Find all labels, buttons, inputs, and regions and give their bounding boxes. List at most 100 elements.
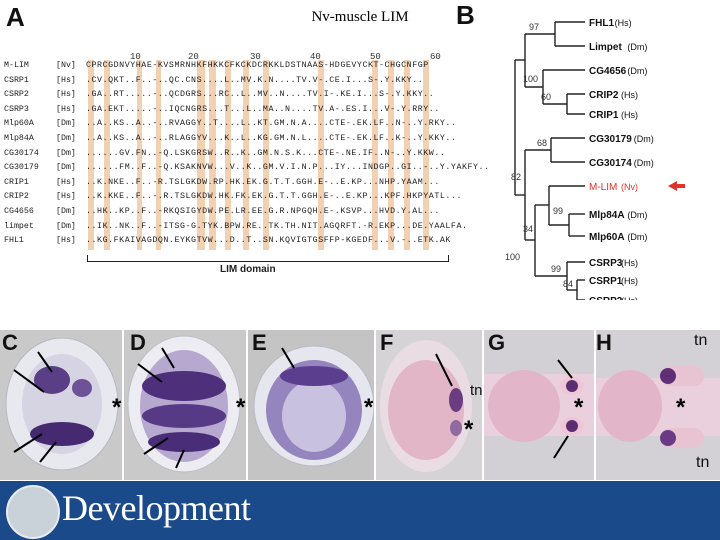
tree-taxon-label: CRIP2	[589, 90, 619, 101]
conserved-column	[104, 60, 110, 250]
tree-taxon-label: Mlp60A	[589, 232, 625, 243]
highlight-arrow-icon	[668, 181, 685, 191]
tree-taxon-species: (Dm)	[634, 134, 654, 144]
asterisk-marker: *	[236, 394, 246, 421]
sequence-name: CRIP2	[4, 192, 29, 202]
sequence-name: CSRP3	[4, 104, 29, 114]
conserved-column	[137, 60, 142, 250]
conserved-column	[423, 60, 429, 250]
sequence-name: CSRP2	[4, 90, 29, 100]
tree-taxon-species: (Hs)	[621, 296, 638, 300]
tree-taxon-label: CG4656	[589, 66, 627, 77]
tree-taxon-species: (Hs)	[615, 18, 632, 28]
embryo-photo-f: F tn *	[376, 330, 482, 480]
tree-taxon-label: M-LIM	[589, 182, 617, 193]
sequence-species: [Dm]	[56, 207, 76, 216]
lim-domain-label: LIM domain	[220, 264, 276, 275]
sequence-species: [Hs]	[56, 104, 76, 114]
embryo-photo-g: G *	[484, 330, 594, 480]
panel-letter-c: C	[2, 330, 18, 355]
ruler-tick: 50	[370, 52, 381, 62]
sequence-name: CRIP1	[4, 177, 29, 187]
sequence-name: CG30179	[4, 163, 39, 173]
ruler-tick: 30	[250, 52, 261, 62]
asterisk-marker: *	[574, 394, 584, 421]
tree-taxon-label: CSRP3	[589, 258, 623, 269]
tree-taxon-species: (Hs)	[621, 258, 638, 268]
panel-letter-e: E	[252, 330, 267, 355]
sequence-species: [Dm]	[56, 119, 76, 129]
ruler-tick: 60	[430, 52, 441, 62]
bootstrap-value: 100	[505, 252, 520, 262]
embryo-photo-d: D *	[124, 330, 246, 480]
tree-taxon-label: CG30174	[589, 158, 632, 169]
panel-letter-g: G	[488, 330, 506, 355]
ruler-tick: 40	[310, 52, 321, 62]
sequence-residues: ..A..KS..A..-..RLAGGYV...K..L..KG.GM.N.L…	[86, 134, 457, 143]
sequence-residues: ..A..KS..A..-..RVAGGY..T....L..KT.GM.N.A…	[86, 119, 457, 129]
tree-taxon-label: CSRP1	[589, 276, 623, 287]
slide-title: Nv-muscle LIM	[311, 9, 409, 25]
conserved-column	[263, 60, 269, 250]
sequence-species: [Dm]	[56, 163, 76, 173]
journal-footer: Development	[0, 481, 720, 540]
journal-brand: Development	[62, 488, 251, 528]
sequence-residues: .GA.EKT.....-..IQCNGRS...T...L..MA..N...…	[86, 104, 440, 114]
sequence-name: M-LIM	[4, 61, 29, 70]
bootstrap-value: 68	[537, 138, 547, 148]
asterisk-marker: *	[364, 394, 374, 421]
tree-taxon-species: (Dm)	[627, 232, 647, 242]
bootstrap-value: 99	[553, 206, 563, 216]
conserved-column	[243, 60, 249, 250]
sequence-alignment: M-LIM [Nv] CPRCGDNVYHAE-KVSMRNHKFHKKCFKCKD…	[4, 60, 489, 250]
bootstrap-value: 100	[523, 74, 538, 84]
sequence-residues: .GA..RT.....-..QCDGRS...RC..L..MV..N....…	[86, 90, 435, 100]
sequence-name: CG30174	[4, 148, 39, 158]
conserved-column	[209, 60, 216, 250]
tree-taxon-species: (Hs)	[621, 110, 638, 120]
tree-taxon-label: Limpet	[589, 42, 622, 53]
conserved-column	[156, 60, 161, 250]
conserved-column	[225, 60, 231, 250]
panel-letter-b: B	[456, 0, 475, 30]
conserved-column	[388, 60, 394, 250]
conserved-column	[372, 60, 378, 250]
sequence-species: [Dm]	[56, 148, 76, 158]
ruler-tick: 10	[130, 52, 141, 62]
sequence-residues: ..K.KKE..F..-.R.TSLGKDW.HK.FK.EK.G.T.T.G…	[86, 192, 462, 202]
asterisk-marker: *	[112, 394, 122, 421]
sequence-species: [Hs]	[56, 75, 76, 85]
sequence-name: limpet	[4, 221, 34, 231]
conserved-column	[404, 60, 410, 250]
embryo-photo-h: H tn tn *	[596, 330, 720, 480]
sequence-species: [Hs]	[56, 236, 76, 246]
tree-taxon-label: FHL1	[589, 18, 614, 29]
asterisk-marker: *	[676, 394, 686, 421]
bootstrap-value: 82	[511, 172, 521, 182]
tn-label: tn	[470, 382, 482, 399]
tn-label: tn	[696, 454, 710, 471]
tree-taxon-label: Mlp84A	[589, 210, 625, 221]
conserved-column	[88, 60, 94, 250]
sequence-name: CSRP1	[4, 75, 29, 85]
tree-taxon-species: (Dm)	[627, 42, 647, 52]
sequence-name: FHL1	[4, 236, 24, 246]
sequence-name: Mlp84A	[4, 134, 34, 143]
embryo-photo-e: E *	[248, 330, 374, 480]
panel-letter-f: F	[380, 330, 394, 355]
panel-letter-d: D	[130, 330, 146, 355]
sequence-species: [Hs]	[56, 177, 76, 187]
sequence-residues: ..KG.FKAIVAGDQN.EYKGTVW...D..T..SN.KQVIG…	[86, 236, 451, 246]
bootstrap-value: 97	[529, 22, 539, 32]
panel-letter-a: A	[6, 2, 25, 32]
sequence-residues: CPRCGDNVYHAE-KVSMRNHKFHKKCFKCKDCRKKLDSTN…	[86, 61, 429, 70]
bootstrap-value: 84	[563, 279, 573, 289]
sequence-name: Mlp60A	[4, 119, 34, 129]
sequence-species: [Dm]	[56, 134, 76, 143]
bootstrap-value: 60	[541, 92, 551, 102]
lim-domain-bracket	[87, 255, 449, 262]
sequence-residues: ..IK..NK..F..-ITSG-G.TYK.BPW.RE..TK.TH.N…	[86, 221, 468, 231]
tree-taxon-label: CRIP1	[589, 110, 619, 121]
bootstrap-value: 99	[551, 264, 561, 274]
society-seal-logo	[6, 485, 60, 539]
